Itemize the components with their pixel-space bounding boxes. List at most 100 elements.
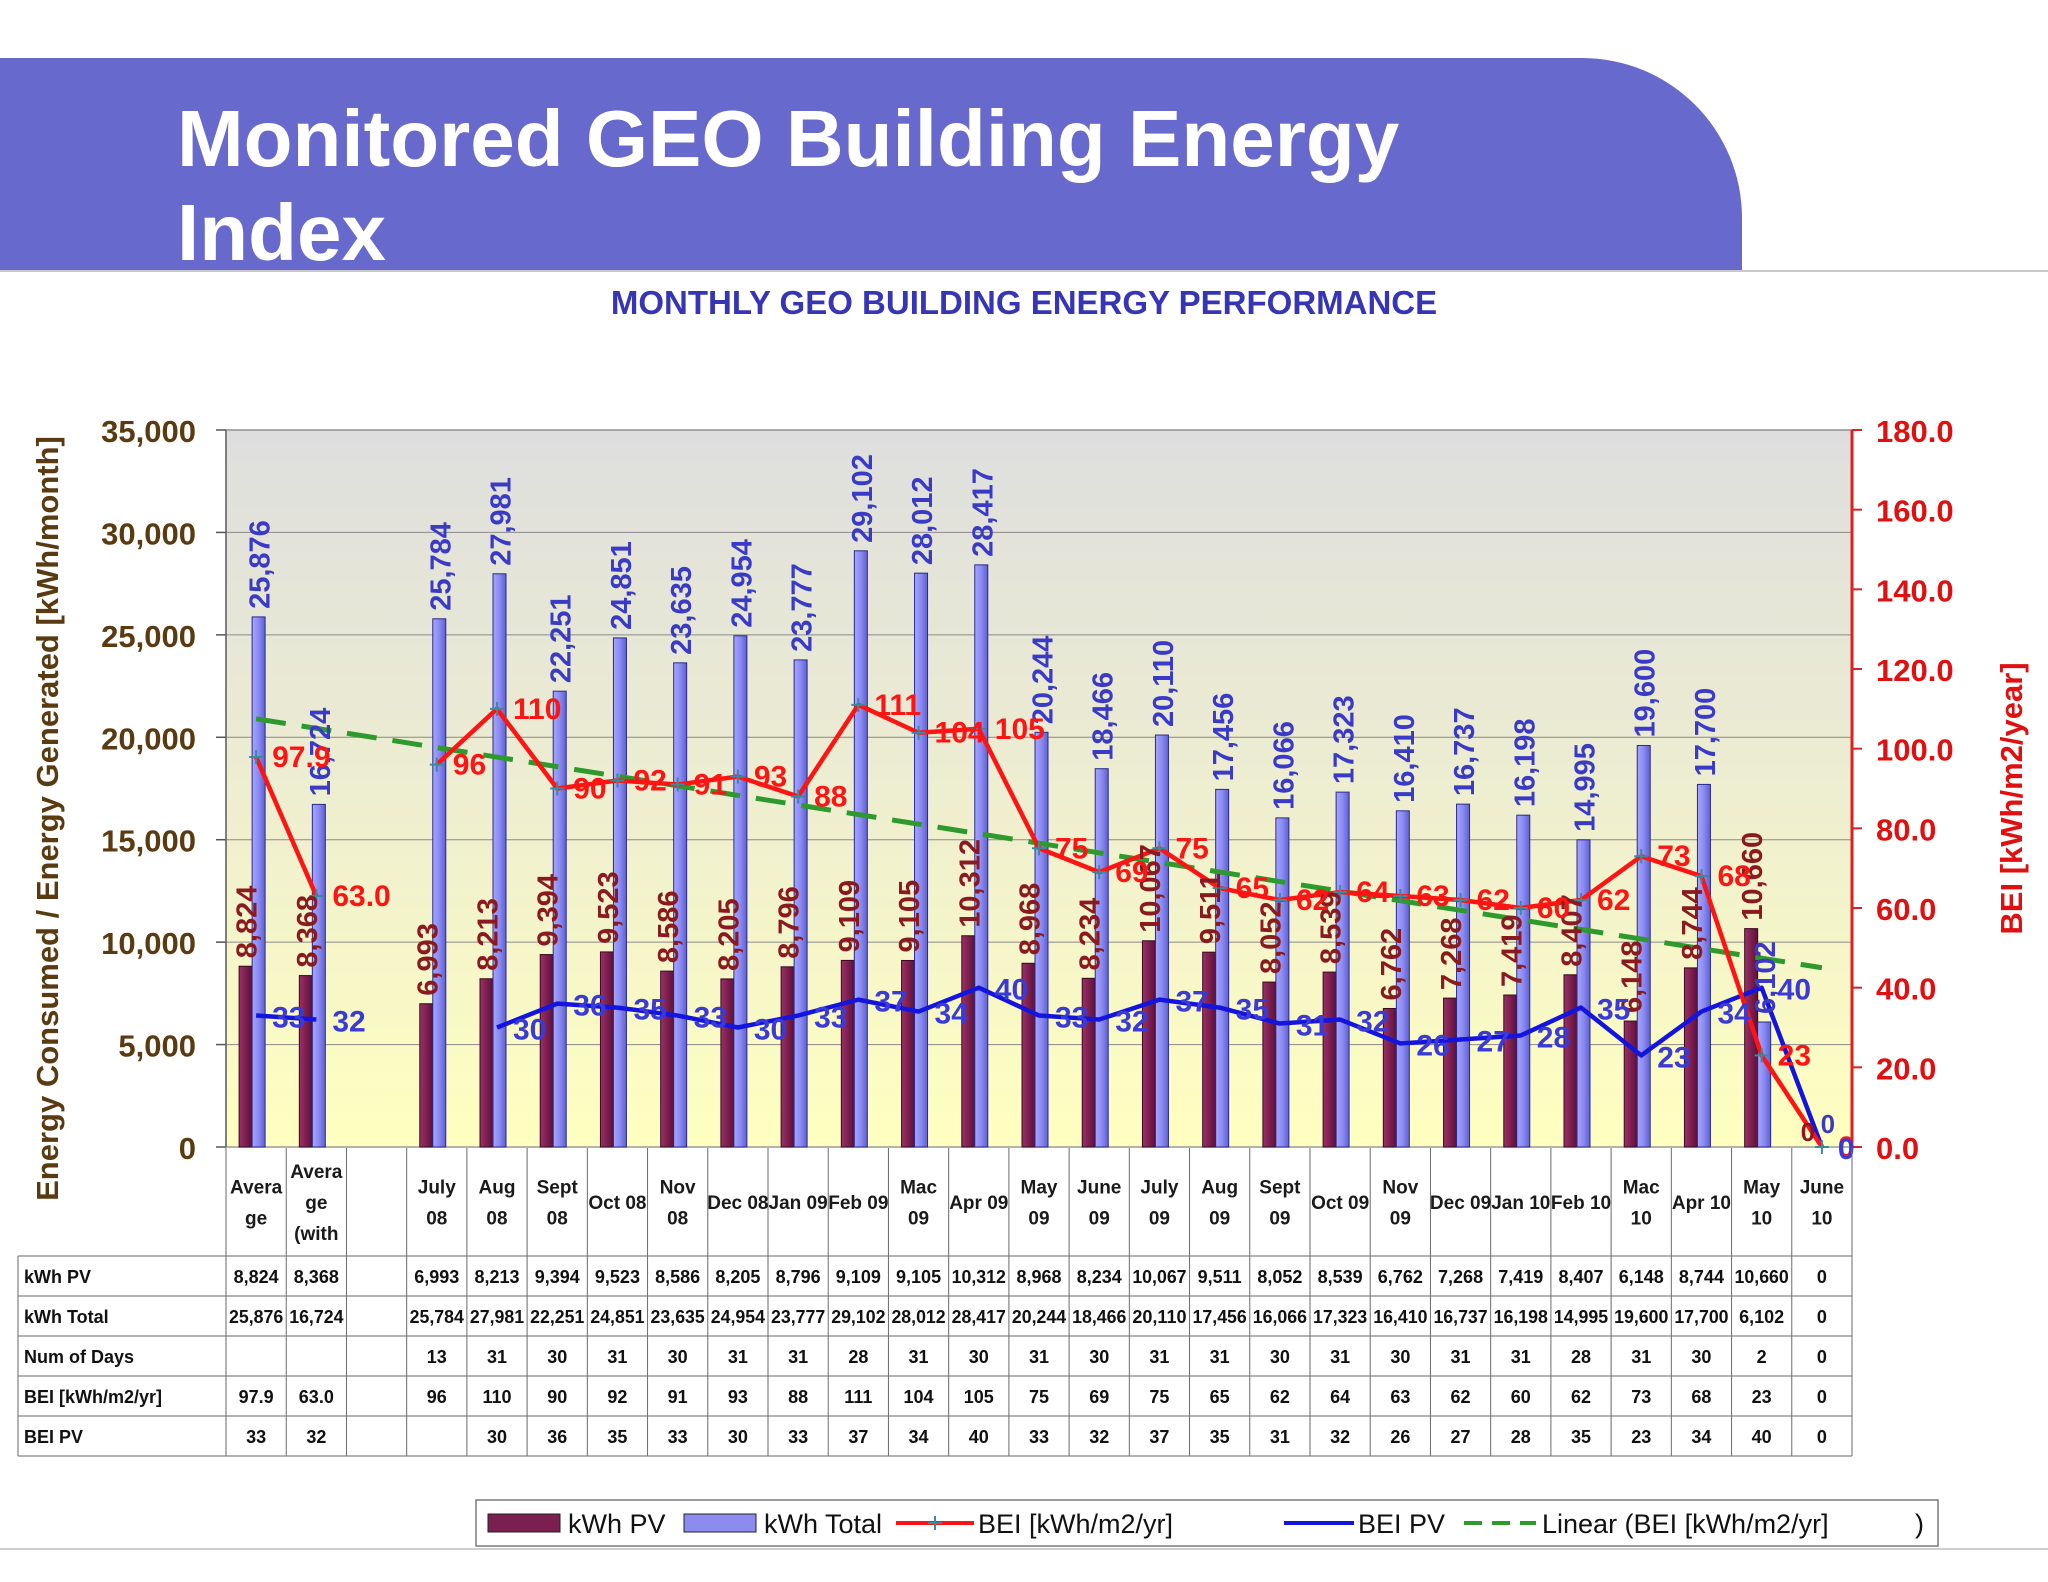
table-cell: 17,700 (1674, 1307, 1728, 1327)
label-kwh-pv: 8,539 (1316, 891, 1348, 964)
table-cell: 31 (487, 1347, 507, 1367)
label-bei: 65 (1236, 872, 1269, 905)
table-cell: 0 (1817, 1307, 1827, 1327)
table-cell: 32 (306, 1427, 326, 1447)
table-cell: 65 (1210, 1387, 1230, 1407)
label-kwh-total: 0 (1821, 1109, 1835, 1139)
label-kwh-total: 22,251 (546, 594, 578, 683)
table-cell: 29,102 (831, 1307, 885, 1327)
table-cell: 33 (788, 1427, 808, 1447)
label-kwh-pv: 9,511 (1195, 873, 1227, 944)
x-category-label: May (1743, 1178, 1780, 1199)
table-cell: 23,635 (651, 1307, 705, 1327)
table-cell: 30 (1270, 1347, 1290, 1367)
table-cell: 93 (728, 1387, 748, 1407)
bar-kwh-pv (840, 959, 855, 1148)
table-cell: 30 (668, 1347, 688, 1367)
table-cell: 22,251 (530, 1307, 584, 1327)
bar-kwh-total (733, 635, 748, 1148)
table-cell: 30 (969, 1347, 989, 1367)
label-bei: 63 (1416, 880, 1449, 913)
x-category-label: June (1077, 1178, 1121, 1199)
table-cell: 63.0 (299, 1387, 334, 1407)
y2-axis-label: BEI [kWh/m2/year] (1994, 662, 2029, 934)
bar-kwh-total (1636, 744, 1651, 1148)
label-bei-pv: 33 (272, 1002, 305, 1035)
table-cell: 60 (1511, 1387, 1531, 1407)
table-cell: 0 (1817, 1427, 1827, 1447)
label-bei-pv: 33 (694, 1002, 727, 1035)
table-cell: 75 (1029, 1387, 1049, 1407)
bei-point (791, 789, 806, 804)
table-cell: 31 (1451, 1347, 1471, 1367)
bar-kwh-total (1335, 791, 1350, 1148)
label-bei-pv: 36 (573, 990, 606, 1023)
table-cell: 30 (1691, 1347, 1711, 1367)
label-bei-pv: 30 (754, 1014, 787, 1047)
label-bei-pv: 37 (1175, 986, 1208, 1019)
table-cell: 90 (547, 1387, 567, 1407)
table-cell: 9,105 (896, 1267, 941, 1287)
label-kwh-pv: 8,744 (1677, 887, 1709, 960)
x-category-label: ge (305, 1193, 327, 1214)
table-cell: 62 (1270, 1387, 1290, 1407)
bar-kwh-total (853, 550, 868, 1148)
table-cell: 40 (969, 1427, 989, 1447)
x-category-label: Apr 10 (1672, 1193, 1731, 1214)
y2-tick-label: 140.0 (1876, 573, 1954, 608)
bei-point (1453, 893, 1468, 908)
table-cell: 6,148 (1619, 1267, 1664, 1287)
bar-kwh-pv (419, 1003, 434, 1148)
table-row-label: BEI [kWh/m2/yr] (24, 1387, 162, 1407)
label-kwh-total: 19,600 (1630, 649, 1662, 738)
table-cell: 31 (1511, 1347, 1531, 1367)
x-category-label: Dec 09 (1430, 1193, 1491, 1214)
table-cell: 6,993 (414, 1267, 459, 1287)
bei-point (1814, 1140, 1829, 1154)
legend-label-kwh-total: kWh Total (764, 1509, 882, 1539)
table-cell: 8,824 (234, 1267, 279, 1287)
label-kwh-total: 16,410 (1389, 714, 1421, 803)
table-cell: 31 (728, 1347, 748, 1367)
table-cell: 35 (1571, 1427, 1591, 1447)
line-bei (254, 702, 1824, 1149)
label-bei: 23 (1778, 1039, 1811, 1072)
table-cell: 25,876 (229, 1307, 283, 1327)
bei-point (550, 781, 565, 796)
table-cell: 20,110 (1132, 1307, 1186, 1327)
label-bei: 0 (1838, 1131, 1855, 1164)
y-axis-label: Energy Consumed / Energy Generated [kWh/… (30, 436, 65, 1201)
table-cell: 75 (1149, 1387, 1169, 1407)
label-bei: 69 (1115, 856, 1148, 889)
table-cell: 28 (848, 1347, 868, 1367)
x-category-label: 10 (1751, 1209, 1772, 1230)
table-row-label: BEI PV (24, 1427, 83, 1447)
bar-kwh-pv (539, 954, 554, 1148)
banner-divider (0, 270, 2048, 272)
bar-kwh-pv (1322, 971, 1337, 1148)
table-cell: 8,205 (715, 1267, 760, 1287)
table-cell: 73 (1631, 1387, 1651, 1407)
table-cell: 62 (1451, 1387, 1471, 1407)
y-tick-label: 30,000 (101, 516, 196, 551)
bar-kwh-pv (1141, 940, 1156, 1148)
label-bei-pv: 27 (1477, 1025, 1510, 1058)
label-kwh-pv: 6,993 (412, 923, 444, 996)
label-kwh-total: 29,102 (847, 454, 879, 543)
table-cell: 33 (246, 1427, 266, 1447)
table-cell: 96 (427, 1387, 447, 1407)
legend-label-bei-pv: BEI PV (1358, 1509, 1445, 1539)
label-kwh-total: 16,198 (1509, 718, 1541, 807)
bei-point (610, 773, 625, 788)
label-bei-pv: 37 (874, 986, 907, 1019)
table-cell: 105 (964, 1387, 994, 1407)
bar-kwh-total (1576, 839, 1591, 1148)
legend-label-trend: Linear (BEI [kWh/m2/yr] (1542, 1509, 1829, 1539)
table-cell: 25,784 (410, 1307, 464, 1327)
bar-kwh-pv (961, 935, 976, 1148)
table-cell: 37 (848, 1427, 868, 1447)
bei-point (670, 777, 685, 792)
table-row-label: kWh Total (24, 1307, 109, 1327)
bar-kwh-pv (1503, 994, 1518, 1148)
